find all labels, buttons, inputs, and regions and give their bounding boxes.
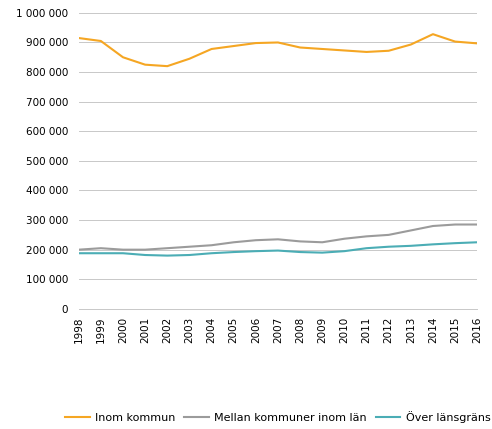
Över länsgräns bbox=[253, 248, 259, 254]
Inom kommun bbox=[319, 46, 325, 51]
Inom kommun bbox=[142, 62, 148, 67]
Över länsgräns bbox=[142, 252, 148, 257]
Inom kommun bbox=[408, 42, 414, 47]
Över länsgräns bbox=[120, 251, 126, 256]
Över länsgräns bbox=[209, 251, 215, 256]
Mellan kommuner inom län bbox=[253, 238, 259, 243]
Mellan kommuner inom län bbox=[142, 247, 148, 252]
Över länsgräns bbox=[231, 250, 237, 255]
Inom kommun bbox=[231, 43, 237, 48]
Inom kommun bbox=[186, 56, 192, 61]
Över länsgräns bbox=[98, 251, 104, 256]
Inom kommun bbox=[452, 39, 458, 44]
Mellan kommuner inom län bbox=[186, 244, 192, 249]
Mellan kommuner inom län bbox=[452, 222, 458, 227]
Över länsgräns bbox=[186, 252, 192, 257]
Mellan kommuner inom län bbox=[120, 247, 126, 252]
Inom kommun bbox=[98, 39, 104, 44]
Line: Över länsgräns: Över länsgräns bbox=[79, 242, 477, 256]
Inom kommun bbox=[120, 55, 126, 60]
Mellan kommuner inom län bbox=[386, 233, 392, 238]
Över länsgräns bbox=[364, 246, 369, 251]
Inom kommun bbox=[341, 48, 347, 53]
Över länsgräns bbox=[275, 248, 281, 253]
Mellan kommuner inom län bbox=[98, 246, 104, 251]
Inom kommun bbox=[474, 41, 480, 46]
Inom kommun bbox=[297, 45, 303, 50]
Över länsgräns bbox=[297, 250, 303, 255]
Mellan kommuner inom län bbox=[319, 240, 325, 245]
Mellan kommuner inom län bbox=[231, 240, 237, 245]
Mellan kommuner inom län bbox=[364, 234, 369, 239]
Inom kommun bbox=[386, 48, 392, 53]
Mellan kommuner inom län bbox=[164, 246, 170, 251]
Line: Mellan kommuner inom län: Mellan kommuner inom län bbox=[79, 224, 477, 250]
Över länsgräns bbox=[341, 248, 347, 254]
Över länsgräns bbox=[164, 253, 170, 258]
Över länsgräns bbox=[408, 243, 414, 248]
Mellan kommuner inom län bbox=[341, 236, 347, 241]
Över länsgräns bbox=[430, 242, 436, 247]
Mellan kommuner inom län bbox=[408, 228, 414, 233]
Över länsgräns bbox=[474, 240, 480, 245]
Inom kommun bbox=[76, 36, 82, 41]
Inom kommun bbox=[364, 49, 369, 54]
Mellan kommuner inom län bbox=[474, 222, 480, 227]
Över länsgräns bbox=[76, 251, 82, 256]
Över länsgräns bbox=[452, 241, 458, 246]
Inom kommun bbox=[209, 46, 215, 51]
Inom kommun bbox=[253, 40, 259, 45]
Line: Inom kommun: Inom kommun bbox=[79, 34, 477, 66]
Över länsgräns bbox=[386, 244, 392, 249]
Inom kommun bbox=[164, 63, 170, 69]
Över länsgräns bbox=[319, 250, 325, 255]
Mellan kommuner inom län bbox=[275, 237, 281, 242]
Mellan kommuner inom län bbox=[297, 239, 303, 244]
Mellan kommuner inom län bbox=[209, 243, 215, 248]
Inom kommun bbox=[430, 32, 436, 37]
Mellan kommuner inom län bbox=[76, 247, 82, 252]
Mellan kommuner inom län bbox=[430, 224, 436, 229]
Inom kommun bbox=[275, 40, 281, 45]
Legend: Inom kommun, Mellan kommuner inom län, Över länsgräns: Inom kommun, Mellan kommuner inom län, Ö… bbox=[61, 407, 492, 428]
